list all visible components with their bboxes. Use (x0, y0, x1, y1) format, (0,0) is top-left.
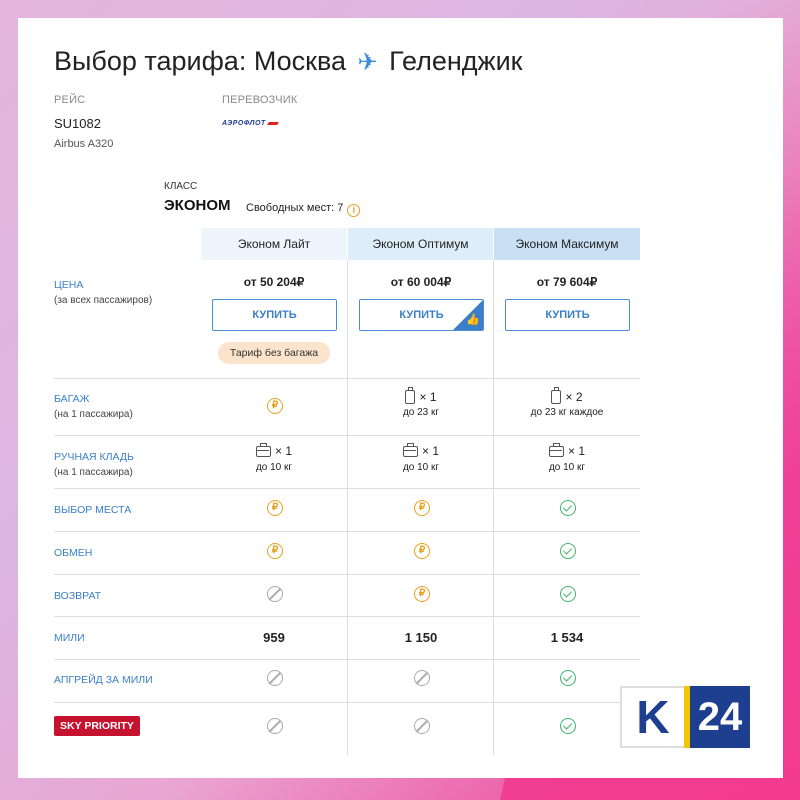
paid-service-icon: ₽ (267, 398, 283, 414)
k24-logo: K 24 (620, 686, 750, 748)
paid-service-icon: ₽ (267, 500, 283, 516)
miles-lite: 959 (263, 630, 285, 645)
row-divider (54, 378, 640, 379)
paid-service-icon: ₽ (414, 586, 430, 602)
suitcase-icon (405, 387, 416, 404)
row-divider (54, 659, 640, 660)
tariff-header-lite[interactable]: Эконом Лайт (201, 228, 347, 260)
info-icon[interactable]: i (347, 204, 361, 217)
briefcase-icon (402, 442, 418, 457)
flight-label: РЕЙС (54, 94, 86, 106)
no-baggage-badge: Тариф без багажа (218, 342, 330, 364)
row-divider (54, 616, 640, 617)
carry-on-optimum: × 1 до 10 кг (402, 442, 440, 473)
briefcase-icon (255, 442, 271, 457)
unavailable-icon (414, 718, 430, 734)
baggage-optimum: × 1 до 23 кг (402, 387, 440, 418)
check-icon (560, 718, 576, 734)
buy-button-optimum[interactable]: КУПИТЬ 👍 (359, 299, 484, 331)
row-label-seat: ВЫБОР МЕСТА (54, 504, 132, 516)
flight-code: SU1082 (54, 116, 101, 131)
miles-maximum: 1 534 (550, 630, 584, 645)
suitcase-icon (551, 387, 562, 404)
row-divider (54, 531, 640, 532)
cabin-class-name: ЭКОНОМ (164, 197, 231, 214)
thumbs-up-icon: 👍 (453, 300, 483, 330)
price-optimum: от 60 004₽ (390, 275, 452, 289)
buy-button-maximum[interactable]: КУПИТЬ (505, 299, 630, 331)
row-divider (54, 435, 640, 436)
price-lite: от 50 204₽ (243, 275, 305, 289)
price-maximum: от 79 604₽ (536, 275, 598, 289)
row-divider (54, 488, 640, 489)
paid-service-icon: ₽ (414, 500, 430, 516)
check-icon (560, 500, 576, 516)
row-label-price: ЦЕНА (за всех пассажиров) (54, 279, 153, 306)
row-label-carry-on: РУЧНАЯ КЛАДЬ (на 1 пассажира) (54, 451, 134, 478)
baggage-maximum: × 2 до 23 кг каждое (530, 387, 604, 418)
row-label-miles: МИЛИ (54, 632, 85, 644)
miles-optimum: 1 150 (404, 630, 438, 645)
buy-button-lite[interactable]: КУПИТЬ (212, 299, 337, 331)
carrier-label: ПЕРЕВОЗЧИК (222, 94, 298, 106)
column-divider (347, 260, 348, 755)
unavailable-icon (267, 718, 283, 734)
cabin-class-label: КЛАСС (164, 181, 198, 192)
sky-priority-badge: SKY PRIORITY (54, 716, 140, 736)
carry-on-lite: × 1 до 10 кг (255, 442, 293, 473)
plane-icon: ✈ (357, 49, 378, 76)
paid-service-icon: ₽ (414, 543, 430, 559)
check-icon (560, 543, 576, 559)
aircraft-type: Airbus A320 (54, 138, 114, 150)
row-divider (54, 702, 640, 703)
row-label-baggage: БАГАЖ (на 1 пассажира) (54, 393, 133, 420)
check-icon (560, 586, 576, 602)
unavailable-icon (414, 670, 430, 686)
page-title: Выбор тарифа: Москва ✈ Геленджик (54, 46, 523, 76)
row-label-exchange: ОБМЕН (54, 547, 93, 559)
row-divider (54, 574, 640, 575)
carry-on-maximum: × 1 до 10 кг (548, 442, 586, 473)
row-label-refund: ВОЗВРАТ (54, 590, 102, 602)
check-icon (560, 670, 576, 686)
briefcase-icon (548, 442, 564, 457)
tariff-card: Выбор тарифа: Москва ✈ Геленджик РЕЙС SU… (18, 18, 783, 778)
aeroflot-logo: АЭРОФЛОТ (222, 120, 279, 127)
tariff-header-optimum[interactable]: Эконом Оптимум (348, 228, 493, 260)
column-divider (493, 260, 494, 755)
row-label-upgrade: АПГРЕЙД ЗА МИЛИ (54, 674, 153, 686)
paid-service-icon: ₽ (267, 543, 283, 559)
unavailable-icon (267, 586, 283, 602)
tariff-header-maximum[interactable]: Эконом Максимум (494, 228, 640, 260)
unavailable-icon (267, 670, 283, 686)
